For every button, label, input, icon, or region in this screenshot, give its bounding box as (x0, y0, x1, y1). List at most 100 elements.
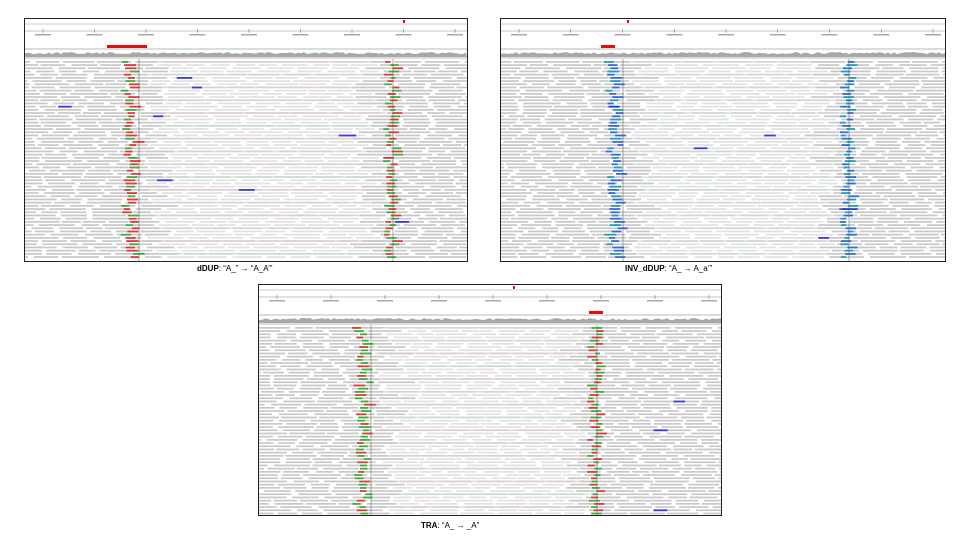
read (553, 451, 577, 454)
read (387, 416, 416, 419)
read (447, 471, 477, 473)
read (497, 439, 517, 441)
read (533, 157, 562, 159)
read (671, 352, 699, 355)
read (794, 227, 814, 230)
read (371, 339, 389, 342)
read (467, 346, 502, 348)
ruler-tick-label (769, 34, 786, 36)
read (372, 121, 401, 124)
read (316, 102, 335, 105)
read (284, 118, 322, 121)
read (406, 483, 444, 486)
read (516, 211, 553, 214)
clipped-read-left (353, 384, 366, 387)
read (25, 173, 59, 175)
read (815, 86, 850, 89)
read (613, 176, 642, 178)
read (62, 246, 89, 249)
read (373, 419, 394, 422)
read (639, 429, 662, 432)
read (282, 64, 308, 66)
read (582, 195, 608, 198)
read (604, 451, 625, 454)
read (546, 384, 584, 387)
read (319, 109, 344, 111)
read (933, 77, 945, 79)
read (357, 141, 393, 143)
read (101, 147, 128, 150)
clipped-read-right (840, 217, 847, 220)
read (815, 141, 832, 143)
read (437, 343, 463, 345)
read (320, 455, 345, 457)
read (671, 198, 693, 201)
read (403, 240, 437, 242)
read (700, 403, 721, 406)
read (634, 365, 668, 368)
read (98, 144, 119, 146)
read (248, 73, 280, 76)
read (198, 67, 227, 70)
read (300, 121, 329, 124)
read (407, 330, 427, 332)
read (691, 493, 721, 496)
read (552, 445, 576, 448)
read (448, 455, 484, 457)
read (572, 423, 591, 425)
read (456, 86, 467, 89)
read (102, 224, 128, 226)
read (277, 387, 294, 390)
read (516, 173, 551, 175)
clipped-read-right (841, 144, 850, 146)
discordant-read (842, 208, 858, 210)
read (295, 141, 326, 143)
clipped-read-left (617, 227, 628, 230)
read (668, 413, 704, 416)
read (423, 378, 457, 380)
read (36, 61, 60, 63)
read (25, 137, 33, 140)
read (358, 131, 389, 134)
read (676, 211, 703, 214)
read (367, 503, 397, 505)
read (196, 137, 221, 140)
clipped-read-right (384, 73, 394, 76)
read (351, 157, 379, 159)
read (501, 253, 516, 255)
read (304, 77, 340, 79)
clipped-read-left (132, 141, 145, 143)
read (430, 192, 454, 194)
read (787, 137, 806, 140)
clipped-read-right (390, 115, 400, 118)
read (259, 445, 291, 448)
read (580, 480, 616, 483)
read (626, 375, 665, 377)
read (616, 253, 636, 255)
read (96, 61, 132, 63)
read (520, 256, 546, 258)
read (719, 471, 721, 473)
read (262, 93, 282, 95)
read (797, 70, 828, 73)
read (695, 509, 721, 512)
read (461, 185, 467, 188)
alignment-track-tra (259, 285, 721, 515)
read (302, 346, 325, 348)
read (943, 237, 945, 239)
clipped-read-left (614, 221, 626, 223)
read (516, 339, 541, 342)
read (93, 246, 118, 249)
read (862, 99, 883, 102)
read (684, 423, 712, 425)
read (149, 83, 167, 86)
ruler-tick-label (562, 34, 579, 36)
read (563, 227, 582, 230)
read (295, 201, 327, 204)
read (529, 503, 549, 505)
read (340, 73, 357, 76)
read (228, 73, 246, 76)
read (604, 352, 634, 355)
region-highlight (107, 45, 147, 48)
read (70, 240, 96, 242)
